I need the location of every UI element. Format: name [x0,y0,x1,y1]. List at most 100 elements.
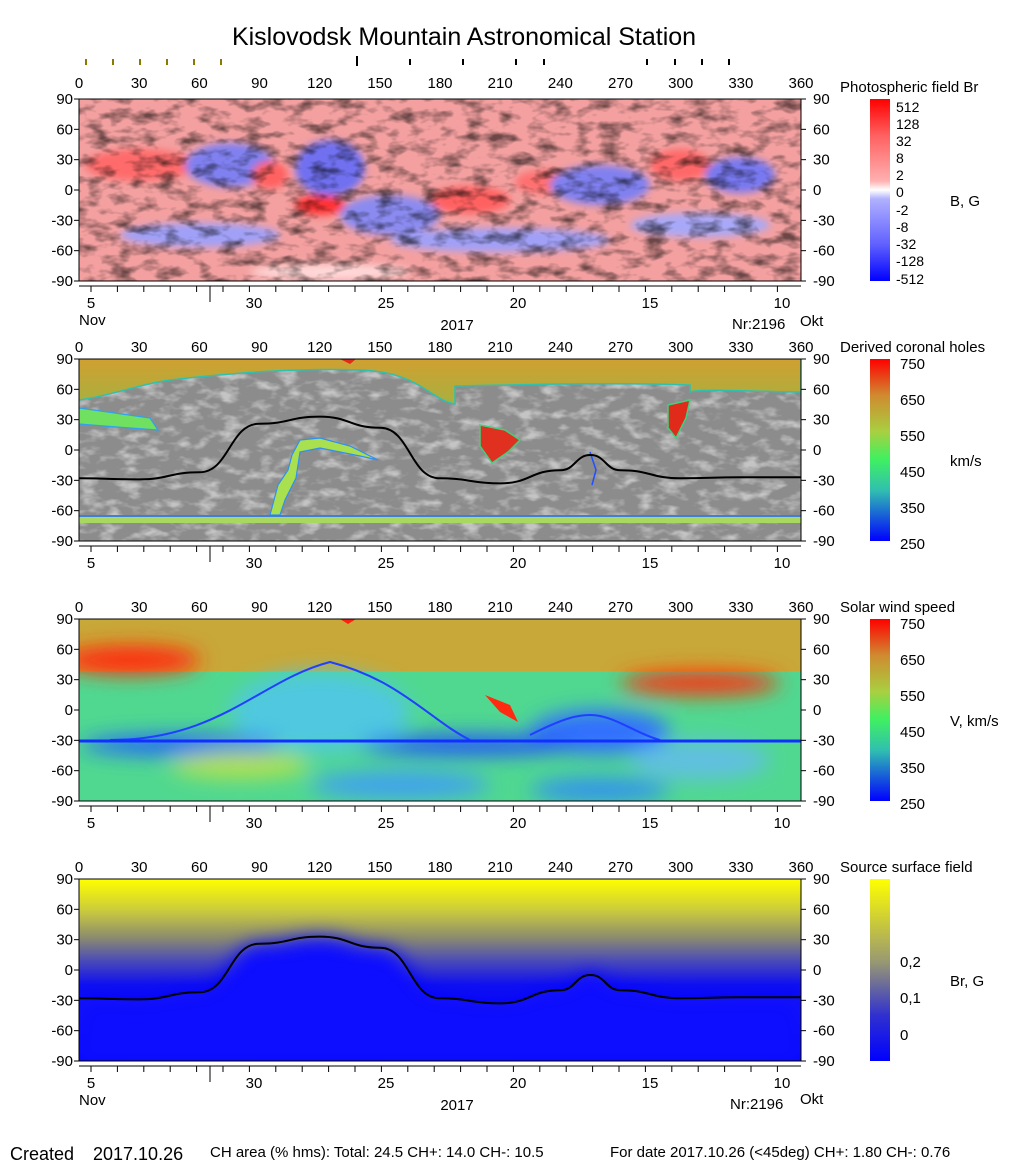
latitude-axis-right: 90 60 30 0 -30 -60 -90 [801,871,835,1070]
coronal-holes-map [79,359,801,541]
longitude-tick-label: 180 [427,599,452,616]
date-tick-label: 15 [642,555,659,572]
svg-text:550: 550 [900,428,925,445]
date-tick-label: 5 [87,555,95,572]
longitude-tick-label: 150 [367,599,392,616]
longitude-tick-label: 210 [488,599,513,616]
latitude-tick-label: -30 [813,212,835,229]
longitude-tick-label: 210 [488,859,513,876]
svg-text:350: 350 [900,760,925,777]
longitude-tick-label: 330 [728,859,753,876]
solar-wind-map [79,619,801,801]
longitude-tick-label: 240 [548,859,573,876]
longitude-axis: 0 30 60 90 120 150 180 210 240 270 300 330 360 [75,339,814,356]
date-year-bottom: 2017 [440,1097,473,1114]
date-tick-label: 15 [642,815,659,832]
photospheric-map [79,99,801,281]
latitude-tick-label: 60 [813,901,830,918]
svg-text:-32: -32 [896,236,916,252]
latitude-tick-label: 30 [813,672,830,689]
latitude-tick-label: 60 [56,641,73,658]
date-month-right-bottom: Okt [800,1091,824,1108]
latitude-tick-label: -30 [51,472,73,489]
longitude-tick-label: 120 [307,75,332,92]
panel-coronal-holes: 0 30 60 90 120 150 180 210 240 270 300 330 360 90603… [51,339,985,572]
longitude-tick-label: 360 [788,859,813,876]
longitude-tick-label: 0 [75,75,83,92]
latitude-tick-label: 30 [56,152,73,169]
latitude-tick-label: 60 [813,381,830,398]
longitude-tick-label: 270 [608,599,633,616]
longitude-tick-label: 360 [788,599,813,616]
longitude-tick-label: 90 [251,339,268,356]
latitude-tick-label: -90 [51,533,73,550]
latitude-tick-label: -60 [813,1023,835,1040]
longitude-tick-label: 30 [131,599,148,616]
longitude-axis: 0 30 60 90 120 150 180 210 240 270 300 330 360 [75,859,814,876]
date-tick-label: 30 [246,1075,263,1092]
date-axis: 5 30 25 20 15 10 [79,285,801,312]
neutral-line [78,935,801,1005]
svg-text:250: 250 [900,536,925,553]
carrington-markers [85,56,730,66]
longitude-tick-label: 300 [668,75,693,92]
latitude-tick-label: 90 [813,611,830,628]
created-date: 2017.10.26 [93,1144,183,1164]
svg-text:450: 450 [900,464,925,481]
date-tick-label: 15 [642,1075,659,1092]
svg-text:350: 350 [900,500,925,517]
svg-text:450: 450 [900,724,925,741]
latitude-axis-left: 90 60 30 0 -30 -60 -90 [51,871,79,1070]
longitude-tick-label: 240 [548,75,573,92]
colorbar-labels-photospheric: 512 128 32 8 2 0 -2 -8 -32 -128 -512 [896,99,924,287]
latitude-tick-label: -90 [813,273,835,290]
latitude-tick-label: 90 [56,351,73,368]
latitude-tick-label: 30 [56,412,73,429]
colorbar-photospheric [870,99,890,281]
svg-text:8: 8 [896,150,904,166]
longitude-tick-label: 330 [728,339,753,356]
latitude-tick-label: 60 [56,381,73,398]
ch-area-summary: CH area (% hms): Total: 24.5 CH+: 14.0 C… [210,1144,544,1161]
date-tick-label: 20 [510,815,527,832]
footer: Created 2017.10.26 CH area (% hms): Tota… [10,1144,950,1164]
svg-text:650: 650 [900,652,925,669]
latitude-tick-label: -60 [813,503,835,520]
panel-unit-source-surface: Br, G [950,973,984,990]
latitude-tick-label: -90 [813,1053,835,1070]
date-tick-label: 30 [246,555,263,572]
panel-unit-solar-wind: V, km/s [950,713,999,730]
svg-text:32: 32 [896,133,912,149]
longitude-tick-label: 0 [75,599,83,616]
neutral-line [78,415,801,485]
date-month-left: Nov [79,312,106,329]
latitude-tick-label: 60 [813,121,830,138]
latitude-tick-label: 30 [813,932,830,949]
longitude-tick-label: 360 [788,339,813,356]
latitude-tick-label: 60 [56,901,73,918]
panel-title-solar-wind: Solar wind speed [840,599,955,616]
svg-text:-8: -8 [896,219,909,235]
date-tick-label: 15 [642,295,659,312]
longitude-tick-label: 240 [548,599,573,616]
longitude-tick-label: 180 [427,339,452,356]
longitude-tick-label: 0 [75,339,83,356]
longitude-tick-label: 300 [668,859,693,876]
longitude-tick-label: 180 [427,859,452,876]
panel-source-surface: 0 30 60 90 120 150 180 210 240 270 300 330 360 90603… [51,859,984,1114]
longitude-tick-label: 270 [608,75,633,92]
panel-title-coronal-holes: Derived coronal holes [840,339,985,356]
latitude-tick-label: -30 [51,212,73,229]
date-tick-label: 5 [87,1075,95,1092]
latitude-axis-left: 90 60 30 0 -30 -60 -90 [51,351,79,550]
longitude-tick-label: 30 [131,339,148,356]
svg-text:-128: -128 [896,253,924,269]
panel-photospheric: 0 30 60 90 120 150 180 210 240 270 300 330 360 90603… [51,75,980,334]
longitude-tick-label: 60 [191,859,208,876]
date-month-left-bottom: Nov [79,1092,106,1109]
latitude-tick-label: -90 [51,793,73,810]
date-tick-label: 25 [378,295,395,312]
latitude-axis-right: 90 60 30 0 -30 -60 -90 [801,91,835,290]
date-tick-label: 5 [87,295,95,312]
